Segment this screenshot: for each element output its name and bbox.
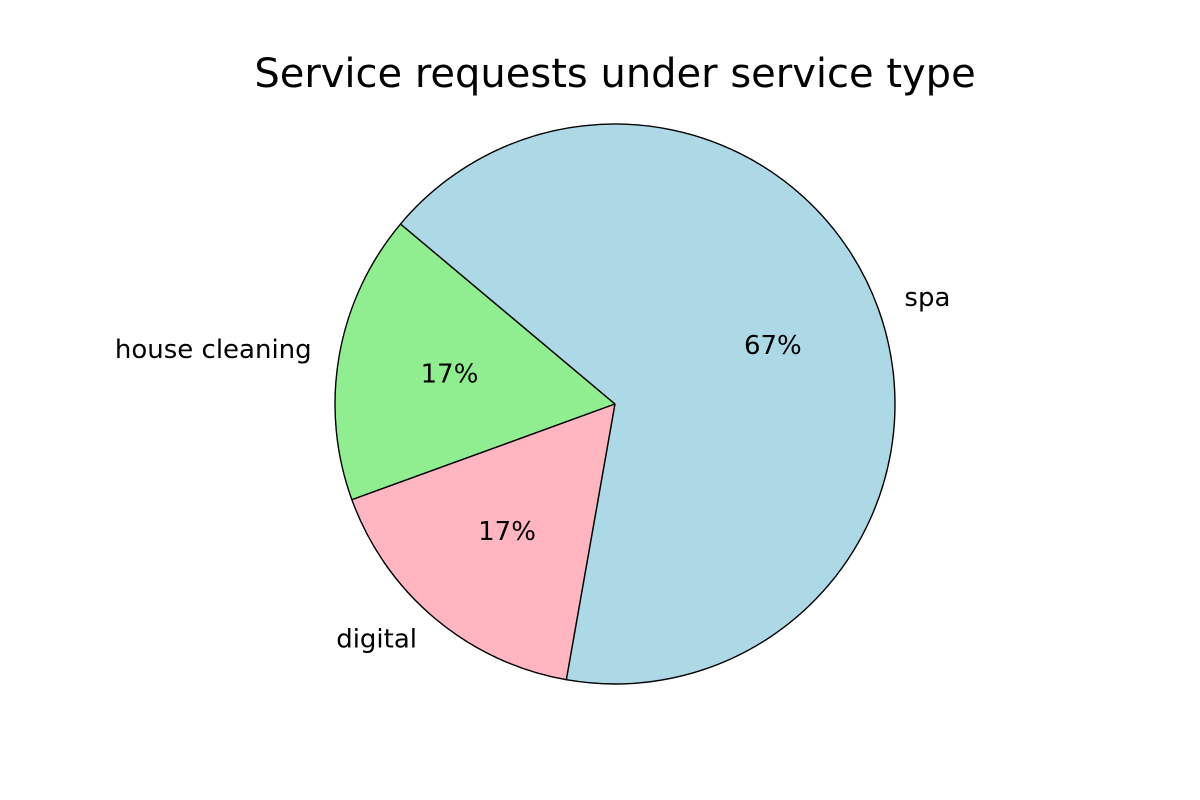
slice-label-spa: spa	[904, 283, 950, 313]
pie-slices	[334, 123, 896, 685]
chart-title: Service requests under service type	[254, 51, 975, 97]
pie-labels: house cleaning 17% digital 17% spa 67%	[115, 283, 951, 654]
slice-percent-digital: 17%	[478, 517, 536, 547]
slice-label-digital: digital	[336, 624, 417, 654]
slice-percent-house-cleaning: 17%	[421, 359, 479, 389]
pie-slice-digital	[351, 403, 616, 681]
pie-slice-house-cleaning	[334, 223, 616, 501]
slice-percent-spa: 67%	[744, 331, 802, 361]
pie-slice-spa	[399, 123, 896, 685]
slice-label-house-cleaning: house cleaning	[115, 335, 312, 365]
